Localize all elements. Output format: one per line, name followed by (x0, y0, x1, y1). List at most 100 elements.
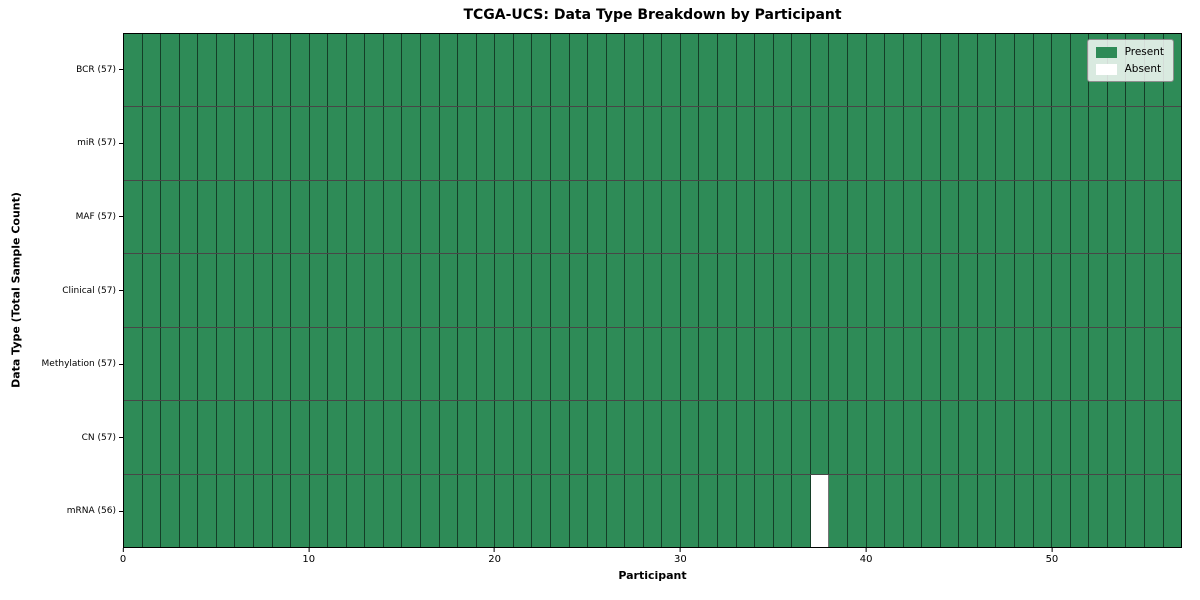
heatmap-cell (328, 474, 347, 547)
heatmap-cell (1089, 107, 1108, 180)
heatmap-cell (680, 254, 700, 327)
heatmap-cell (476, 327, 496, 401)
heatmap-cell (680, 107, 700, 180)
legend-item-present: Present (1095, 46, 1164, 58)
heatmap-cell (328, 401, 347, 474)
heatmap-cell (922, 180, 941, 254)
heatmap-cell (718, 34, 737, 107)
heatmap-cell (847, 34, 867, 107)
heatmap-cell (1033, 107, 1053, 180)
heatmap-cell (792, 401, 811, 474)
heatmap-cell (996, 401, 1015, 474)
heatmap-cell (810, 327, 830, 401)
heatmap-cell (179, 107, 199, 180)
heatmap-cell (346, 474, 366, 547)
heatmap-cell (476, 107, 496, 180)
heatmap-cell (847, 107, 867, 180)
heatmap-cell (1015, 107, 1034, 180)
y-tick-mark (119, 363, 123, 365)
heatmap-cell (959, 254, 978, 327)
heatmap-cell (1163, 474, 1182, 547)
heatmap-cell (161, 254, 180, 327)
heatmap-cell (810, 180, 830, 254)
heatmap-cell (755, 180, 774, 254)
heatmap-cell (940, 180, 960, 254)
heatmap-cell (625, 327, 644, 401)
heatmap-cell (1144, 401, 1164, 474)
heatmap-cell (829, 254, 848, 327)
x-tick-mark (494, 548, 496, 552)
heatmap-cell (383, 401, 403, 474)
heatmap-cell (272, 327, 292, 401)
heatmap-cell (291, 107, 310, 180)
heatmap-cell (810, 474, 830, 547)
heatmap-cell (550, 474, 570, 547)
heatmap-cell (421, 254, 440, 327)
heatmap-cell (662, 254, 681, 327)
heatmap-cell (755, 34, 774, 107)
heatmap-cell (532, 474, 551, 547)
heatmap-cell (922, 254, 941, 327)
heatmap-cell (216, 474, 236, 547)
chart-title: TCGA-UCS: Data Type Breakdown by Partici… (463, 7, 842, 23)
heatmap-cell (847, 474, 867, 547)
heatmap-cell (1052, 474, 1071, 547)
heatmap-cell (383, 180, 403, 254)
heatmap-cell (124, 327, 143, 401)
heatmap-cell (792, 180, 811, 254)
y-tick: Clinical (57) (62, 286, 123, 296)
y-tick-mark (119, 142, 123, 144)
heatmap-cell (755, 401, 774, 474)
heatmap-cell (532, 254, 551, 327)
heatmap-cell (216, 401, 236, 474)
heatmap-cell (495, 180, 514, 254)
heatmap-cell (1144, 474, 1164, 547)
heatmap-cell (625, 401, 644, 474)
heatmap-cell (458, 34, 477, 107)
heatmap-cell (142, 327, 162, 401)
heatmap-cell (161, 34, 180, 107)
heatmap-cell (588, 180, 607, 254)
heatmap-cell (309, 254, 329, 327)
heatmap-cell (736, 474, 756, 547)
heatmap-cell (346, 107, 366, 180)
heatmap-cell (235, 474, 254, 547)
heatmap-cell (940, 474, 960, 547)
heatmap-cell (940, 327, 960, 401)
heatmap-cell (1015, 180, 1034, 254)
y-tick-mark (119, 437, 123, 439)
heatmap-cell (1163, 327, 1182, 401)
heatmap-cell (959, 180, 978, 254)
heatmap-cell (421, 34, 440, 107)
heatmap-cell (309, 401, 329, 474)
heatmap-cell (421, 401, 440, 474)
heatmap-cell (124, 107, 143, 180)
heatmap-cell (142, 401, 162, 474)
heatmap-cell (1144, 327, 1164, 401)
heatmap-cell (235, 180, 254, 254)
heatmap-cell (1107, 254, 1127, 327)
heatmap-cell (959, 34, 978, 107)
heatmap-cell (328, 107, 347, 180)
heatmap-cell (216, 327, 236, 401)
x-tick-label: 10 (302, 554, 316, 565)
heatmap-cell (1015, 327, 1034, 401)
heatmap-row-miR (124, 107, 1182, 181)
heatmap-cell (476, 180, 496, 254)
heatmap-cell (643, 474, 663, 547)
heatmap-cell (718, 327, 737, 401)
heatmap-cell (216, 180, 236, 254)
heatmap-cell (1070, 254, 1090, 327)
heatmap-cell (346, 327, 366, 401)
heatmap-cell (309, 34, 329, 107)
heatmap-cell (940, 34, 960, 107)
heatmap-cell (124, 34, 143, 107)
heatmap-cell (680, 34, 700, 107)
heatmap-cell (755, 107, 774, 180)
y-tick-label: Methylation (57) (41, 359, 116, 370)
heatmap-cell (421, 474, 440, 547)
heatmap-cell (476, 401, 496, 474)
heatmap-cell (810, 254, 830, 327)
heatmap-cell (1126, 107, 1145, 180)
heatmap-cell (365, 34, 384, 107)
